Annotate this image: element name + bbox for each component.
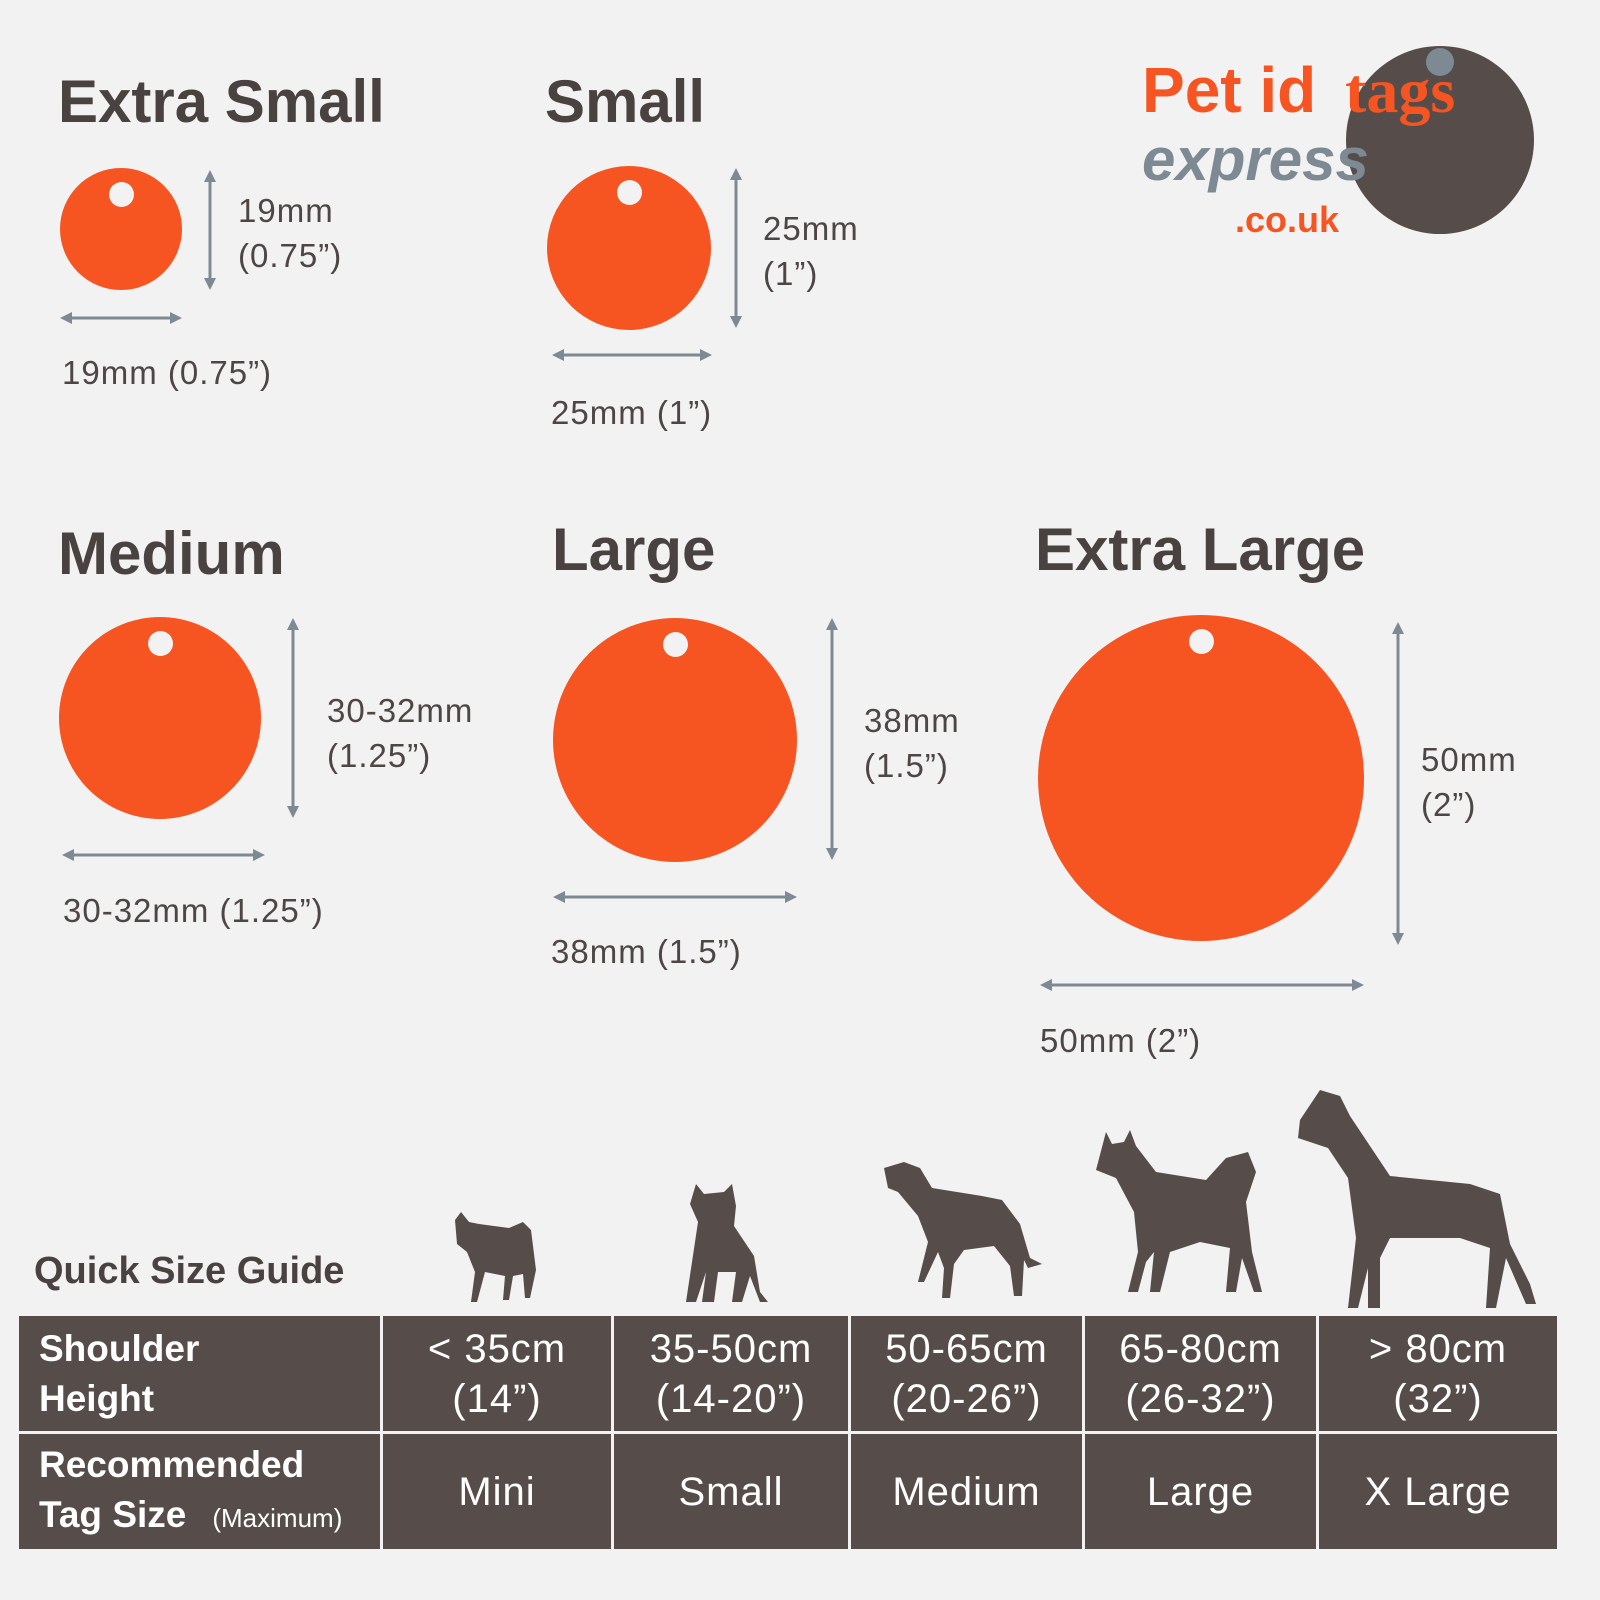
tag-extra-large [1038, 615, 1364, 941]
cell-height: 35-50cm (14-20”) [611, 1313, 851, 1434]
tag-hole [663, 632, 688, 657]
boxer-silhouette [884, 1162, 1042, 1298]
vertical-arrow-icon [1392, 622, 1404, 945]
dimension-arrows [552, 168, 742, 361]
header-text: Recommended [39, 1444, 305, 1485]
dimension-arrows [60, 170, 216, 324]
brand-logo: Pet id tags express .co.uk [1140, 40, 1540, 245]
logo-text-express: express [1142, 126, 1369, 193]
great-dane-silhouette [1298, 1090, 1536, 1308]
tag-hole [1189, 629, 1214, 654]
cell-height: 50-65cm (20-26”) [848, 1313, 1085, 1434]
cell-tag-size: Medium [848, 1431, 1085, 1552]
height-mm: 38mm [864, 702, 960, 739]
horizontal-arrow-icon [552, 349, 712, 361]
height-in: (26-32”) [1125, 1376, 1276, 1421]
cell-height: 65-80cm (26-32”) [1082, 1313, 1319, 1434]
height-mm: 25mm [763, 210, 859, 247]
height-in: (20-26”) [891, 1376, 1042, 1421]
height-in: (14”) [452, 1376, 542, 1421]
width-label: 50mm (2”) [1040, 1022, 1202, 1059]
quick-size-guide-title: Quick Size Guide [34, 1250, 345, 1292]
row-header-shoulder-height: Shoulder Height [16, 1313, 383, 1434]
header-text: Shoulder [39, 1327, 200, 1369]
logo-text-pet-id: Pet id [1142, 54, 1316, 126]
cell-tag-size: Large [1082, 1431, 1319, 1552]
cell-height: > 80cm (32”) [1316, 1313, 1560, 1434]
height-cm: 35-50cm [649, 1326, 813, 1371]
width-label: 38mm (1.5”) [551, 933, 742, 970]
horizontal-arrow-icon [60, 312, 182, 324]
height-cm: > 80cm [1368, 1326, 1508, 1371]
height-in: (32”) [1393, 1376, 1483, 1421]
header-text: Height [39, 1377, 155, 1419]
height-cm: 65-80cm [1119, 1326, 1282, 1371]
height-label: 30-32mm (1.25”) [327, 688, 473, 778]
logo-text-domain: .co.uk [1235, 199, 1340, 240]
dog-silhouettes [455, 1090, 1536, 1308]
maximum-note: (Maximum) [212, 1503, 343, 1533]
cell-tag-size: Small [611, 1431, 851, 1552]
height-mm: 50mm [1421, 741, 1517, 778]
height-label: 19mm (0.75”) [238, 188, 342, 278]
dimension-arrows [1040, 622, 1404, 991]
french-bulldog-silhouette [686, 1184, 768, 1302]
height-cm: < 35cm [427, 1326, 567, 1371]
logo-text-tags: tags [1345, 55, 1455, 126]
size-title-extra-large: Extra Large [1035, 516, 1366, 583]
vertical-arrow-icon [204, 170, 216, 290]
height-in: (1.5”) [864, 747, 949, 784]
height-mm: 19mm [238, 192, 334, 229]
vertical-arrow-icon [730, 168, 742, 328]
height-label: 38mm (1.5”) [864, 698, 960, 788]
tag-hole [148, 631, 173, 656]
width-label: 30-32mm (1.25”) [63, 892, 324, 929]
size-title-medium: Medium [58, 520, 285, 587]
cell-tag-size: X Large [1316, 1431, 1560, 1552]
table-row-tag-size: Recommended Tag Size (Maximum) Mini Small … [16, 1431, 1560, 1552]
size-title-large: Large [552, 516, 716, 583]
height-cm: 50-65cm [885, 1326, 1048, 1371]
height-mm: 30-32mm [327, 692, 474, 729]
size-title-extra-small: Extra Small [58, 68, 385, 135]
height-in: (1”) [763, 255, 819, 292]
dimension-arrows [553, 618, 838, 903]
vertical-arrow-icon [826, 618, 838, 860]
cell-tag-size: Mini [380, 1431, 614, 1552]
table-row-shoulder-height: Shoulder Height < 35cm (14”) 35-50cm (14-20… [16, 1313, 1560, 1434]
width-label: 25mm (1”) [551, 394, 713, 431]
horizontal-arrow-icon [1040, 979, 1364, 991]
height-label: 25mm (1”) [763, 206, 859, 296]
size-title-small: Small [545, 68, 706, 135]
horizontal-arrow-icon [553, 891, 797, 903]
horizontal-arrow-icon [62, 849, 265, 861]
row-header-tag-size: Recommended Tag Size (Maximum) [16, 1431, 383, 1552]
tag-large [553, 618, 797, 862]
height-in: (0.75”) [238, 237, 343, 274]
akita-silhouette [1096, 1130, 1262, 1292]
dimension-arrows [62, 618, 299, 861]
height-in: (1.25”) [327, 737, 432, 774]
vertical-arrow-icon [287, 618, 299, 818]
chihuahua-silhouette [455, 1212, 536, 1302]
height-in: (14-20”) [655, 1376, 807, 1421]
size-guide-table: Shoulder Height < 35cm (14”) 35-50cm (14-20… [16, 1313, 1560, 1552]
height-in: (2”) [1421, 786, 1477, 823]
tag-hole [109, 182, 134, 207]
logo-graphic: Pet id tags express .co.uk [1142, 46, 1534, 240]
header-text: Tag Size [39, 1494, 187, 1535]
cell-height: < 35cm (14”) [380, 1313, 614, 1434]
width-label: 19mm (0.75”) [62, 354, 273, 391]
tag-hole [617, 180, 642, 205]
height-label: 50mm (2”) [1421, 737, 1517, 827]
